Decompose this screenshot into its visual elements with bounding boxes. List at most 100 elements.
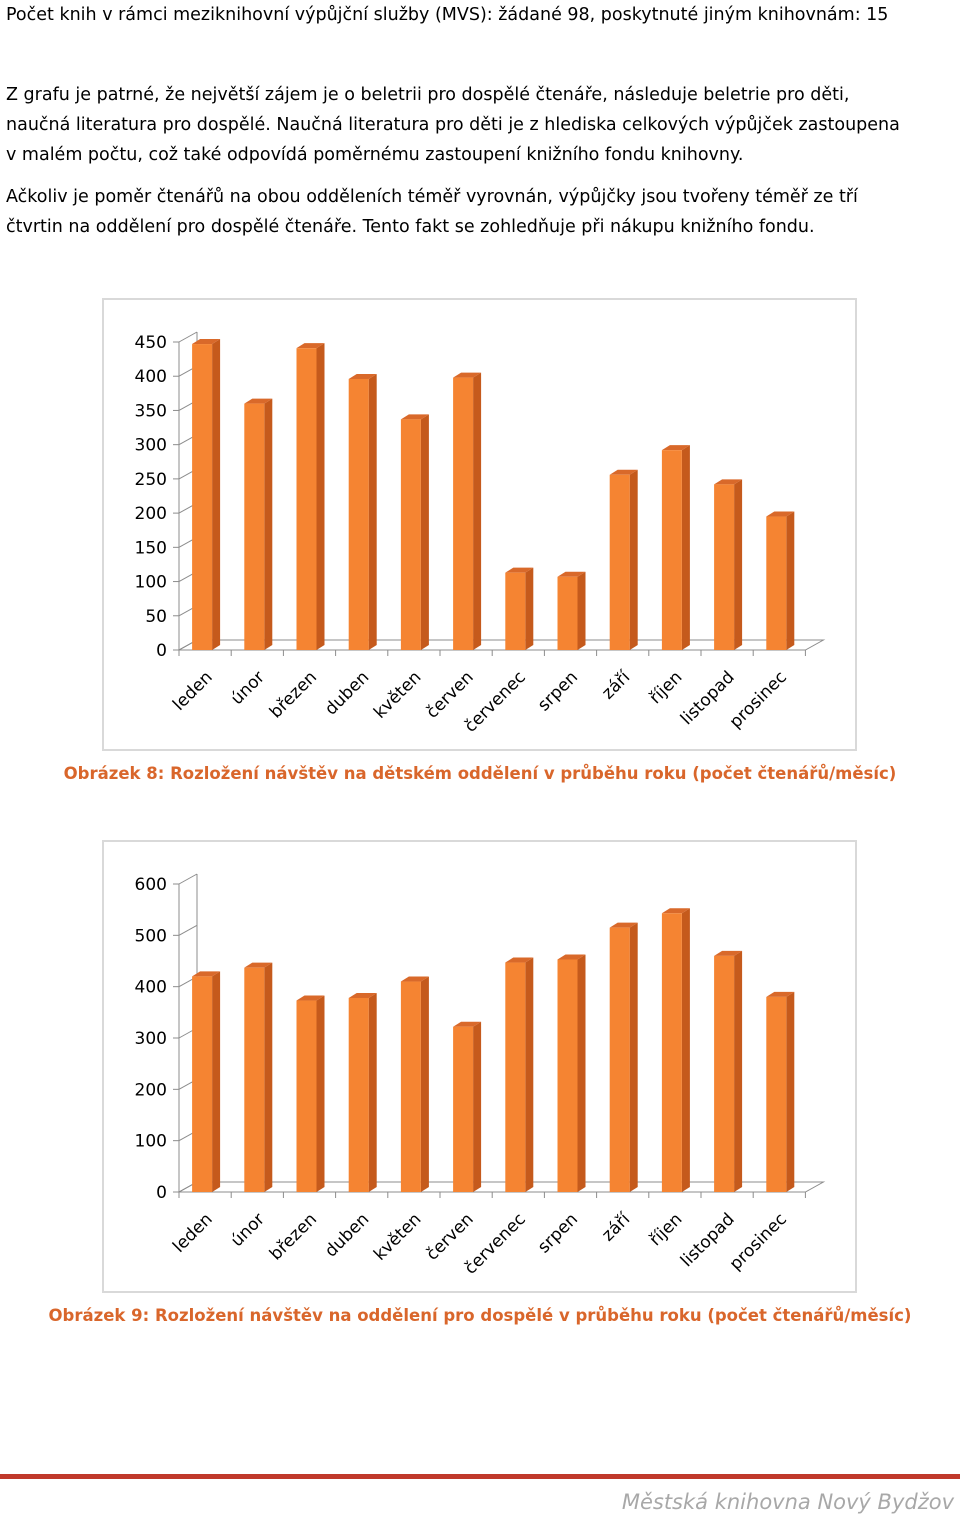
x-tick-label: únor — [227, 1209, 269, 1251]
x-tick-label: leden — [169, 667, 217, 715]
bar-front — [296, 348, 317, 650]
bar-top — [505, 567, 534, 573]
y-tick-diag — [178, 924, 198, 936]
bar-front — [766, 516, 787, 650]
bar-front — [192, 344, 213, 650]
bar-side — [577, 571, 586, 650]
bar — [244, 398, 273, 650]
bar-top — [766, 991, 795, 997]
bar-top — [296, 343, 325, 349]
bar-side — [525, 567, 534, 650]
y-tick-label: 350 — [135, 401, 167, 421]
bar-top — [192, 339, 221, 345]
bar-top — [557, 571, 586, 577]
y-tick-label: 150 — [135, 538, 167, 558]
bar-side — [316, 343, 325, 650]
bar-top — [609, 922, 638, 928]
x-tick-label: květen — [370, 667, 425, 722]
bar-top — [714, 950, 743, 956]
bar-side — [264, 398, 273, 650]
footer-brand: Městská knihovna Nový Bydžov — [621, 1490, 954, 1514]
x-tick-label: březen — [266, 1209, 321, 1264]
bar-side — [786, 991, 795, 1192]
paragraph-2-line-2: čtvrtin na oddělení pro dospělé čtenáře.… — [6, 217, 815, 237]
bar-side — [473, 1021, 482, 1192]
y-tick-label: 0 — [156, 641, 167, 661]
bar-side — [420, 414, 429, 650]
bar — [661, 908, 690, 1192]
bar-side — [577, 954, 586, 1192]
bar-front — [296, 1000, 317, 1192]
chart-children-svg: 0 50 100 150 200 250 300 350 400 450 leden únorbřez… — [135, 331, 826, 737]
bar-side — [629, 469, 638, 650]
footer-rule — [0, 1474, 960, 1479]
bar-front — [557, 959, 578, 1192]
bar — [192, 339, 221, 650]
x-tick-label: prosinec — [726, 667, 791, 732]
y-tick-label: 0 — [156, 1183, 167, 1203]
bar-front — [714, 955, 735, 1192]
y-tick-label: 250 — [135, 470, 167, 490]
x-tick-label: únor — [227, 667, 269, 709]
bar-top — [453, 1021, 482, 1027]
bar-front — [244, 967, 265, 1192]
bar-front — [557, 576, 578, 650]
bar-side — [786, 511, 795, 650]
bar — [714, 479, 743, 650]
y-tick-label: 450 — [135, 333, 167, 353]
paragraph-1-line-1: Z grafu je patrné, že největší zájem je … — [6, 85, 850, 105]
x-tick-label: březen — [266, 667, 321, 722]
y-tick-diag — [178, 331, 198, 343]
bar-top — [296, 995, 325, 1001]
bar-side — [473, 372, 482, 650]
bar-top — [453, 372, 482, 378]
y-tick-label: 600 — [135, 875, 167, 895]
bar — [192, 971, 221, 1192]
y-tick-label: 400 — [135, 978, 167, 998]
bar-front — [453, 377, 474, 650]
y-tick-diag — [178, 873, 198, 885]
chart-adults: 0 100 200 300 400 500 600 leden únor březen duben k… — [102, 840, 857, 1293]
paragraph-1-line-2: naučná literatura pro dospělé. Naučná li… — [6, 115, 900, 135]
bar — [557, 571, 586, 650]
bar-top — [714, 479, 743, 485]
bar-front — [766, 996, 787, 1192]
bar-side — [368, 373, 377, 650]
bar-side — [212, 339, 221, 650]
bar-top — [557, 954, 586, 960]
paragraph-2-line-1: Ačkoliv je poměr čtenářů na obou oddělen… — [6, 187, 858, 207]
x-tick-label: říjen — [646, 667, 687, 708]
paragraph-1-line-3: v malém počtu, což také odpovídá poměrné… — [6, 145, 744, 165]
y-tick-label: 100 — [135, 1132, 167, 1152]
caption-chart-adults: Obrázek 9: Rozložení návštěv na oddělení… — [48, 1306, 912, 1325]
bar-front — [348, 997, 369, 1192]
x-tick-label: duben — [321, 1209, 373, 1261]
bar-side — [525, 957, 534, 1192]
bar-side — [734, 950, 743, 1192]
bar — [453, 372, 482, 650]
y-tick-label: 50 — [145, 607, 167, 627]
x-tick-label: prosinec — [726, 1209, 791, 1274]
bar-top — [661, 908, 690, 914]
bar — [661, 445, 690, 650]
bar-front — [505, 572, 526, 650]
x-tick-label: leden — [169, 1209, 217, 1257]
bar — [296, 995, 325, 1192]
bar — [557, 954, 586, 1192]
bar — [505, 567, 534, 650]
x-tick-label: září — [598, 666, 635, 703]
bar-side — [368, 992, 377, 1192]
bar-top — [400, 414, 429, 420]
bar-front — [505, 962, 526, 1192]
chart-children: 0 50 100 150 200 250 300 350 400 450 leden únor břez… — [102, 298, 857, 751]
bar-side — [316, 995, 325, 1192]
bar-front — [244, 403, 265, 650]
bar-side — [212, 971, 221, 1192]
bar — [609, 469, 638, 650]
bar-side — [629, 922, 638, 1192]
bar-top — [609, 469, 638, 475]
bar-front — [348, 378, 369, 650]
bar-front — [453, 1026, 474, 1192]
bar-top — [505, 957, 534, 963]
